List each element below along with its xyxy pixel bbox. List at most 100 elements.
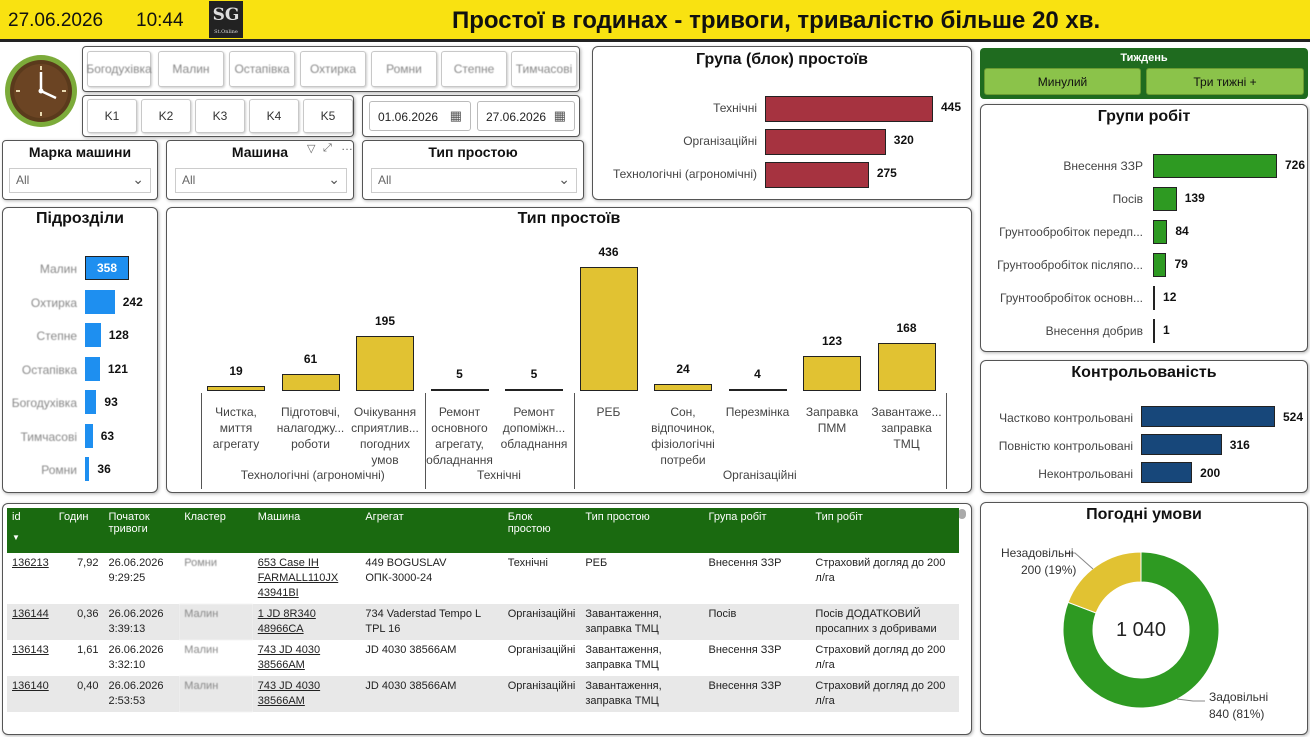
bar[interactable] bbox=[1141, 406, 1275, 427]
column-header[interactable]: Блок простою bbox=[502, 508, 581, 553]
bar[interactable] bbox=[1153, 187, 1177, 211]
column-header[interactable]: Агрегат bbox=[360, 508, 503, 553]
donut-slice[interactable] bbox=[1067, 551, 1142, 614]
bar[interactable] bbox=[85, 256, 129, 280]
bar[interactable] bbox=[85, 323, 101, 347]
type-dropdown[interactable]: All ⌄ bbox=[371, 168, 577, 193]
table-cell[interactable]: 1 JD 8R340 48966CA bbox=[252, 604, 361, 640]
filter-icon[interactable]: ▽ bbox=[307, 143, 316, 155]
division-btn-2[interactable]: Малин bbox=[158, 51, 224, 87]
column-header[interactable]: Тип робіт bbox=[810, 508, 959, 553]
bar-label: Грунтообробіток післяпо... bbox=[997, 258, 1143, 272]
machine-dropdown[interactable]: All ⌄ bbox=[175, 168, 347, 193]
column-header[interactable]: Машина bbox=[252, 508, 361, 553]
bar[interactable] bbox=[1141, 462, 1193, 483]
column-bar[interactable] bbox=[728, 389, 787, 391]
bar[interactable] bbox=[1153, 253, 1167, 277]
table-row[interactable]: 136140 0,40 26.06.2026 2:53:53 Малин 743 JD … bbox=[7, 676, 959, 712]
bar[interactable] bbox=[85, 289, 115, 314]
division-label: Степне bbox=[453, 62, 495, 76]
bar[interactable] bbox=[765, 129, 886, 155]
division-btn-7[interactable]: Тимчасові bbox=[511, 51, 577, 87]
table-row[interactable]: 136143 1,61 26.06.2026 3:32:10 Малин 743 JD … bbox=[7, 640, 959, 676]
column-header[interactable]: Тип простою bbox=[580, 508, 704, 553]
more-options-icon[interactable]: … bbox=[341, 139, 353, 153]
table-row[interactable]: 136144 0,36 26.06.2026 3:39:13 Малин 1 JD 8R… bbox=[7, 604, 959, 640]
brand-dropdown[interactable]: All ⌄ bbox=[9, 168, 151, 193]
column-header[interactable]: id ▼ bbox=[7, 508, 54, 553]
column-bar[interactable] bbox=[654, 384, 712, 391]
group-divider bbox=[424, 393, 426, 489]
calendar-icon[interactable]: ▦ bbox=[553, 108, 566, 123]
column-group-label: Технологічні (агрономічні) bbox=[240, 468, 385, 482]
expand-icon[interactable]: ⤢ bbox=[323, 142, 332, 154]
table-cell[interactable]: 743 JD 4030 38566AM bbox=[257, 644, 321, 671]
bar[interactable] bbox=[85, 423, 93, 448]
table-cell: Ромни bbox=[184, 557, 217, 569]
table-cell: Посів ДОДАТКОВИЙ просапних з добривами bbox=[810, 604, 959, 640]
division-btn-1[interactable]: Богодухівка bbox=[86, 51, 152, 87]
table-cell: 449 BOGUSLAV ОПК-3000-24 bbox=[365, 557, 447, 584]
subdivisions-title: Підрозділи bbox=[36, 210, 124, 227]
column-bar[interactable] bbox=[803, 356, 861, 391]
division-btn-3[interactable]: Остапівка bbox=[229, 51, 295, 87]
column-bar[interactable] bbox=[877, 343, 936, 391]
column-header[interactable]: Кластер bbox=[179, 508, 253, 553]
cluster-btn-k3[interactable]: K3 bbox=[195, 99, 245, 133]
column-header[interactable]: Початок тривоги bbox=[103, 508, 180, 553]
division-btn-6[interactable]: Степне bbox=[441, 51, 507, 87]
division-btn-4[interactable]: Охтирка bbox=[300, 51, 366, 87]
column-bar[interactable] bbox=[207, 385, 265, 391]
sort-desc-icon[interactable]: ▼ bbox=[12, 533, 20, 542]
table-cell[interactable]: 743 JD 4030 38566AM bbox=[252, 676, 361, 712]
bar[interactable] bbox=[85, 390, 97, 414]
column-value: 436 bbox=[598, 245, 619, 259]
division-label: Охтирка bbox=[309, 62, 357, 76]
donut-slice[interactable] bbox=[1062, 551, 1220, 709]
bar[interactable] bbox=[1153, 220, 1168, 244]
table-scrollbar[interactable] bbox=[958, 509, 966, 519]
column-bar[interactable] bbox=[281, 373, 340, 391]
column-header[interactable]: Годин bbox=[53, 508, 104, 553]
bar-label: Тимчасові bbox=[20, 429, 77, 444]
column-bar[interactable] bbox=[505, 389, 563, 391]
column-bar[interactable] bbox=[356, 335, 414, 391]
division-btn-5[interactable]: Ромни bbox=[371, 51, 437, 87]
bar[interactable] bbox=[765, 162, 869, 188]
column-value: 19 bbox=[229, 363, 243, 378]
bar-label: Грунтообробіток передп... bbox=[999, 225, 1143, 239]
table-cell[interactable]: 653 Case IH FARMALL110JX 43941BI bbox=[257, 557, 339, 599]
bar-value: 63 bbox=[100, 428, 115, 443]
bar[interactable] bbox=[1153, 154, 1277, 178]
table-row[interactable]: 136213 7,92 26.06.2026 9:29:25 Ромни 653 Cas… bbox=[7, 553, 959, 604]
bar[interactable] bbox=[1153, 319, 1155, 343]
week-btn-previous[interactable]: Минулий bbox=[984, 68, 1141, 95]
type-dropdown-panel: Тип простою All ⌄ bbox=[362, 140, 584, 200]
bar[interactable] bbox=[85, 356, 100, 381]
machine-value: All bbox=[182, 173, 196, 187]
cluster-btn-k5[interactable]: K5 bbox=[303, 99, 353, 133]
header-time: 10:44 bbox=[136, 10, 184, 31]
table-cell[interactable]: 136143 bbox=[12, 644, 49, 656]
column-bar[interactable] bbox=[430, 389, 489, 391]
bar-value: 84 bbox=[1175, 224, 1189, 238]
downtime-group-title: Група (блок) простоїв bbox=[696, 51, 868, 68]
column-bar[interactable] bbox=[579, 267, 638, 391]
cluster-btn-k2[interactable]: K2 bbox=[141, 99, 191, 133]
week-btn-three-weeks[interactable]: Три тижні + bbox=[1146, 68, 1304, 95]
table-cell[interactable]: 136144 bbox=[7, 604, 54, 640]
table-cell[interactable]: 136140 bbox=[7, 676, 54, 712]
cluster-btn-k1[interactable]: K1 bbox=[87, 99, 137, 133]
date-from-field[interactable]: 01.06.2026 ▦ bbox=[369, 101, 471, 131]
header-date: 27.06.2026 bbox=[8, 10, 104, 31]
bar[interactable] bbox=[1153, 286, 1156, 310]
bar[interactable] bbox=[765, 96, 933, 122]
column-header[interactable]: Група робіт bbox=[703, 508, 811, 553]
bar[interactable] bbox=[85, 457, 90, 481]
cluster-btn-k4[interactable]: K4 bbox=[249, 99, 299, 133]
date-to-field[interactable]: 27.06.2026 ▦ bbox=[477, 101, 575, 131]
calendar-icon[interactable]: ▦ bbox=[449, 108, 462, 123]
bar[interactable] bbox=[1141, 434, 1222, 455]
table-cell[interactable]: 136213 bbox=[12, 557, 49, 569]
bar-value: 242 bbox=[122, 294, 143, 309]
